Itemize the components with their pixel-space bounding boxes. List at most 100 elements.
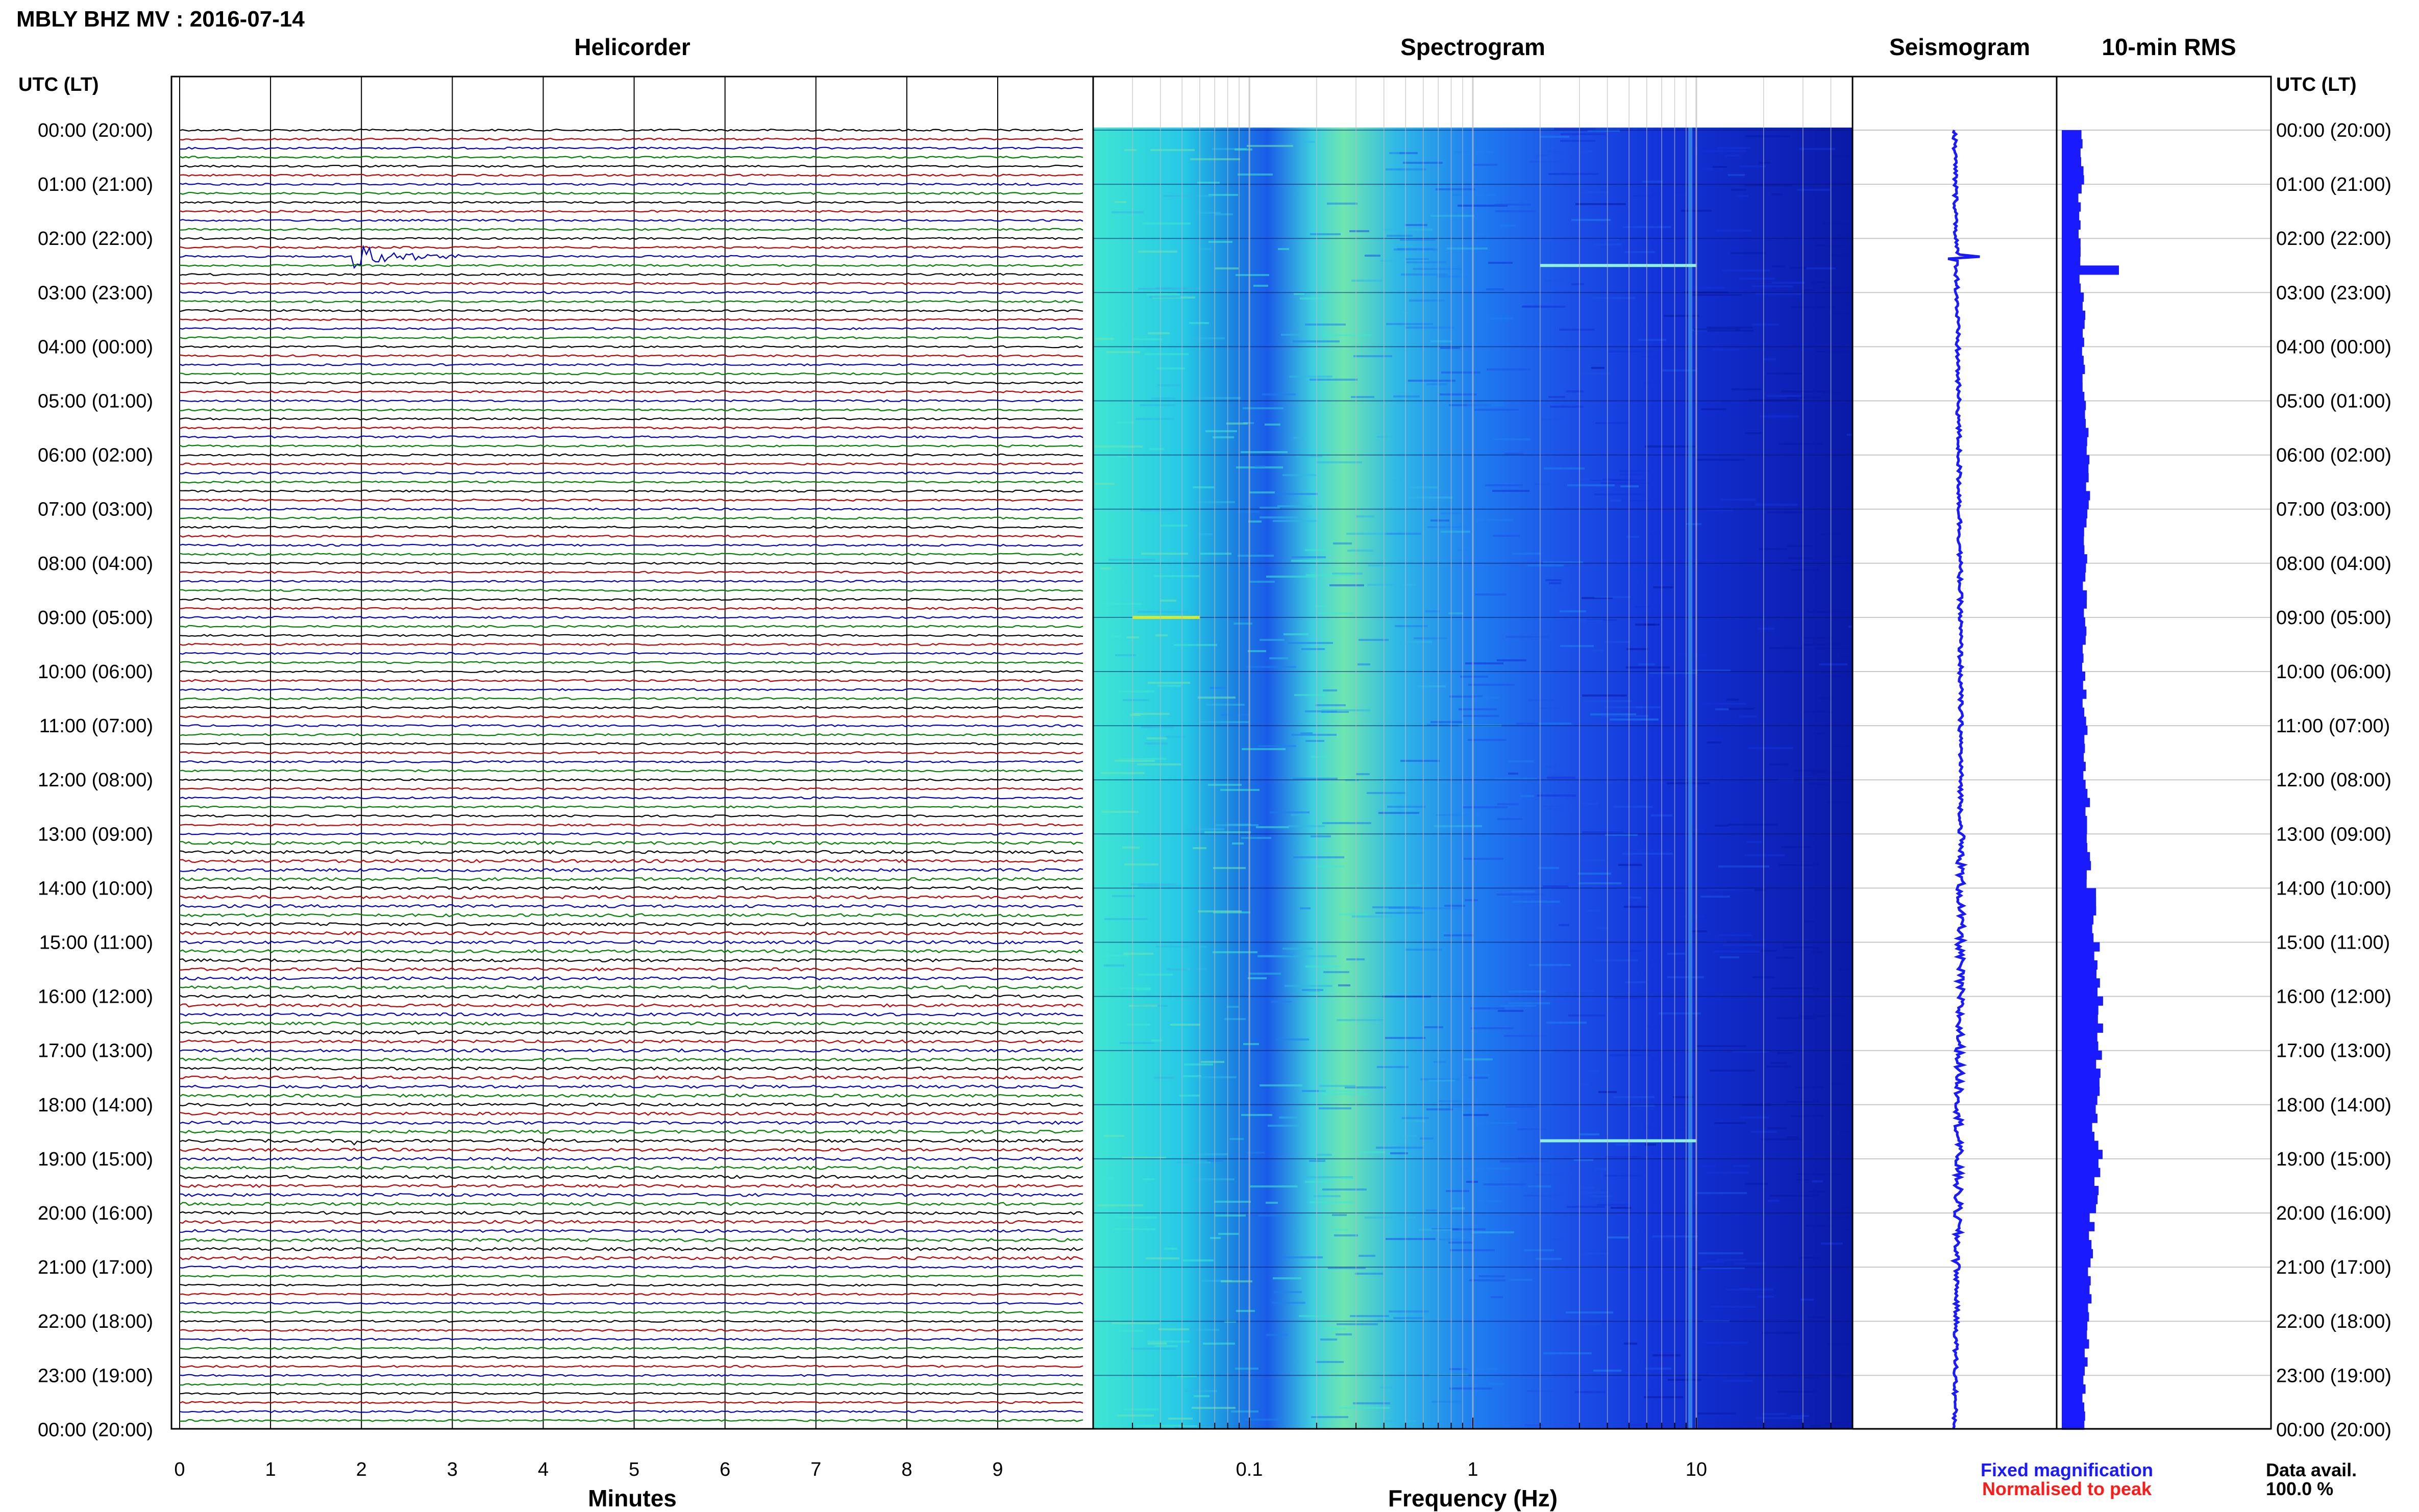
spectrogram-texture [1145, 742, 1168, 745]
spectrogram-texture [1101, 811, 1139, 813]
spectrogram-texture [1387, 806, 1425, 808]
spectrogram-texture [1621, 500, 1656, 502]
spectrogram-texture [1495, 210, 1536, 212]
spectrogram-texture [1198, 533, 1213, 535]
spectrogram-texture [1641, 356, 1658, 358]
spectrogram-texture [1449, 696, 1483, 698]
spectrogram-texture [1151, 1039, 1162, 1042]
spectrogram-texture [1283, 633, 1309, 635]
spectrogram-texture [1823, 287, 1852, 289]
spectrogram-texture [1798, 1257, 1820, 1259]
spectrogram-texture [1700, 168, 1713, 170]
helicorder-trace [179, 417, 1083, 420]
spectrogram-texture [1833, 155, 1851, 157]
helicorder-trace [179, 526, 1083, 529]
rms-bar [2062, 1014, 2098, 1024]
spectrogram-texture [1097, 1204, 1143, 1206]
spectrogram-texture [1296, 455, 1322, 457]
rms-bar [2062, 1402, 2085, 1412]
spectrogram-texture [1294, 437, 1304, 439]
helicorder-trace [179, 706, 1083, 709]
spectrogram-texture [1403, 162, 1443, 164]
helicorder-trace [179, 895, 1083, 900]
time-label-right: 12:00 (08:00) [2276, 770, 2391, 791]
spectrogram-texture [1679, 654, 1707, 656]
spectrogram-texture [1419, 1229, 1452, 1231]
time-label-right: 14:00 (10:00) [2276, 878, 2391, 899]
spectrogram-texture [1247, 1152, 1265, 1154]
spectrogram-texture [1245, 1419, 1279, 1421]
rms-bar [2062, 780, 2086, 789]
helicorder-trace [179, 1247, 1083, 1251]
spectrogram-texture [1814, 732, 1824, 734]
rms-bar [2062, 283, 2081, 293]
spectrogram-texture [1701, 408, 1726, 410]
legend-normalised-to-peak: Normalised to peak [1982, 1478, 2152, 1499]
spectrogram-texture [1104, 1135, 1124, 1137]
rms-bar [2062, 1141, 2099, 1150]
spectrogram-texture [1797, 189, 1830, 191]
spectrogram-texture [1524, 1424, 1543, 1426]
spectrogram-texture [1596, 927, 1608, 929]
spectrogram-texture [1524, 1195, 1572, 1197]
helicorder-trace [179, 218, 1083, 222]
spectrogram-texture [1140, 509, 1178, 511]
spectrogram-texture [1458, 549, 1474, 551]
time-label-left: 16:00 (12:00) [38, 986, 153, 1008]
spectrogram-texture [1365, 255, 1380, 257]
spectrogram-texture [1475, 593, 1507, 596]
spectrogram-texture [1527, 564, 1564, 566]
spectrogram-texture [1542, 418, 1570, 420]
time-label-right: 04:00 (00:00) [2276, 336, 2391, 358]
spectrogram-texture [1235, 148, 1252, 151]
spectrogram-texture [1156, 287, 1200, 289]
spectrogram-texture [1490, 317, 1513, 319]
spectrogram-texture [1471, 1027, 1514, 1029]
spectrogram-texture [1174, 644, 1217, 646]
spectrogram-texture [1846, 561, 1853, 563]
spectrogram-texture [1233, 623, 1252, 625]
spectrogram-texture [1803, 643, 1843, 646]
rms-bar [2062, 1222, 2095, 1231]
rms-bar [2062, 852, 2090, 861]
spectrogram-texture [1272, 1302, 1305, 1304]
time-label-right: 15:00 (11:00) [2276, 932, 2390, 954]
rms-bar [2062, 734, 2085, 744]
spectrogram-texture [1664, 653, 1689, 655]
rms-bar [2062, 1303, 2088, 1312]
spectrogram-texture [1848, 626, 1853, 628]
spectrogram-texture [1469, 1279, 1505, 1281]
spectrogram-texture [1560, 1187, 1595, 1189]
rms-bar [2062, 229, 2079, 239]
spectrogram-texture [1791, 306, 1835, 308]
spectrogram-texture [1160, 525, 1188, 527]
spectrogram-texture [1338, 984, 1350, 986]
helicorder-trace [179, 877, 1083, 881]
helicorder-trace [179, 931, 1083, 936]
spectrogram-texture [1756, 1417, 1803, 1419]
spectrogram-texture [1629, 897, 1641, 899]
spectrogram-texture [1238, 555, 1274, 557]
rms-bar [2062, 554, 2087, 564]
spectrogram-texture [1305, 965, 1341, 968]
spectrogram-texture [1115, 1217, 1157, 1219]
spectrogram-texture [1698, 1252, 1743, 1254]
spectrogram-texture [1124, 863, 1158, 865]
spectrogram-texture [1276, 493, 1318, 495]
spectrogram-texture [1647, 1025, 1681, 1027]
spectrogram-texture [1156, 946, 1206, 948]
minute-axis: 0 1 2 3 4 5 6 7 8 9 [174, 1459, 1003, 1480]
spectrogram-texture [1315, 1159, 1325, 1161]
spectrogram-texture [1474, 697, 1500, 699]
spectrogram-texture [1707, 327, 1752, 329]
spectrogram-texture [1733, 1165, 1750, 1167]
spectrogram-texture [1383, 229, 1433, 231]
spectrogram-texture [1595, 959, 1638, 961]
helicorder-trace [179, 408, 1083, 412]
spectrogram-texture [1755, 504, 1797, 506]
spectrogram-texture [1278, 248, 1289, 250]
spectrogram-texture [1095, 445, 1143, 448]
time-label-left: 07:00 (03:00) [38, 499, 153, 520]
spectrogram-texture [1270, 811, 1310, 813]
spectrogram-texture [1305, 324, 1346, 326]
